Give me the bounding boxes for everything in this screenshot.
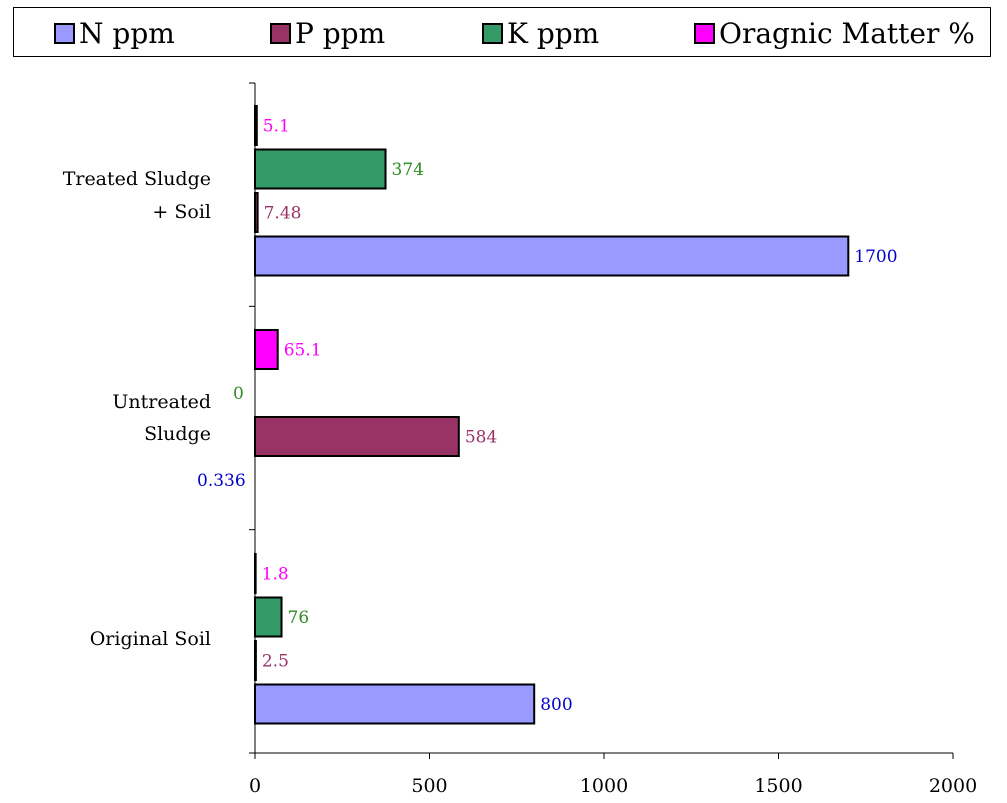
data-label-0-0: 1700 <box>854 247 897 267</box>
x-tick-label: 1000 <box>580 775 628 797</box>
legend-swatch-p <box>270 23 291 44</box>
data-label-1-1: 584 <box>465 428 497 448</box>
category-label: Untreated <box>112 391 211 413</box>
bar-2-2 <box>254 596 283 638</box>
legend-label-n: N ppm <box>79 17 175 50</box>
legend-label-organic-matter: Oragnic Matter % <box>719 17 975 50</box>
legend-label-p: P ppm <box>295 17 386 50</box>
legend-swatch-n <box>54 23 75 44</box>
legend-item-n: N ppm <box>54 17 175 50</box>
bar-1-2 <box>254 640 257 681</box>
category-label: Sludge <box>144 423 211 445</box>
data-label-3-0: 5.1 <box>263 117 290 137</box>
legend-item-p: P ppm <box>270 17 385 50</box>
legend-label-k: K ppm <box>507 17 600 50</box>
data-label-2-0: 374 <box>392 160 424 180</box>
chart-legend: N ppm P ppm K ppm Oragnic Matter % <box>13 7 991 57</box>
legend-swatch-k <box>482 23 503 44</box>
legend-swatch-organic-matter <box>694 23 715 44</box>
bar-3-1 <box>254 329 279 370</box>
x-tick-label: 1500 <box>754 775 802 797</box>
bar-2-0 <box>254 148 387 190</box>
bar-3-0 <box>254 105 258 146</box>
legend-item-organic-matter: Oragnic Matter % <box>694 17 975 50</box>
bar-1-0 <box>254 192 259 233</box>
x-tick-label: 0 <box>249 775 261 797</box>
data-label-2-2: 76 <box>288 608 310 628</box>
data-label-3-1: 65.1 <box>284 341 322 361</box>
data-label-1-2: 2.5 <box>262 652 289 672</box>
bar-0-0 <box>254 235 850 277</box>
x-tick-label: 500 <box>411 775 447 797</box>
data-label-2-1: 0 <box>233 384 244 404</box>
x-tick-label: 2000 <box>929 775 977 797</box>
category-label: Treated Sludge <box>63 168 211 190</box>
bar-3-2 <box>254 553 257 594</box>
bar-1-1 <box>254 416 460 457</box>
category-label: + Soil <box>152 201 211 223</box>
data-label-0-2: 800 <box>540 695 572 715</box>
data-label-0-1: 0.336 <box>197 471 246 491</box>
category-label: Original Soil <box>90 628 211 650</box>
data-label-3-2: 1.8 <box>262 565 289 585</box>
data-label-1-0: 7.48 <box>264 204 302 224</box>
bar-0-2 <box>254 683 536 725</box>
legend-item-k: K ppm <box>482 17 599 50</box>
